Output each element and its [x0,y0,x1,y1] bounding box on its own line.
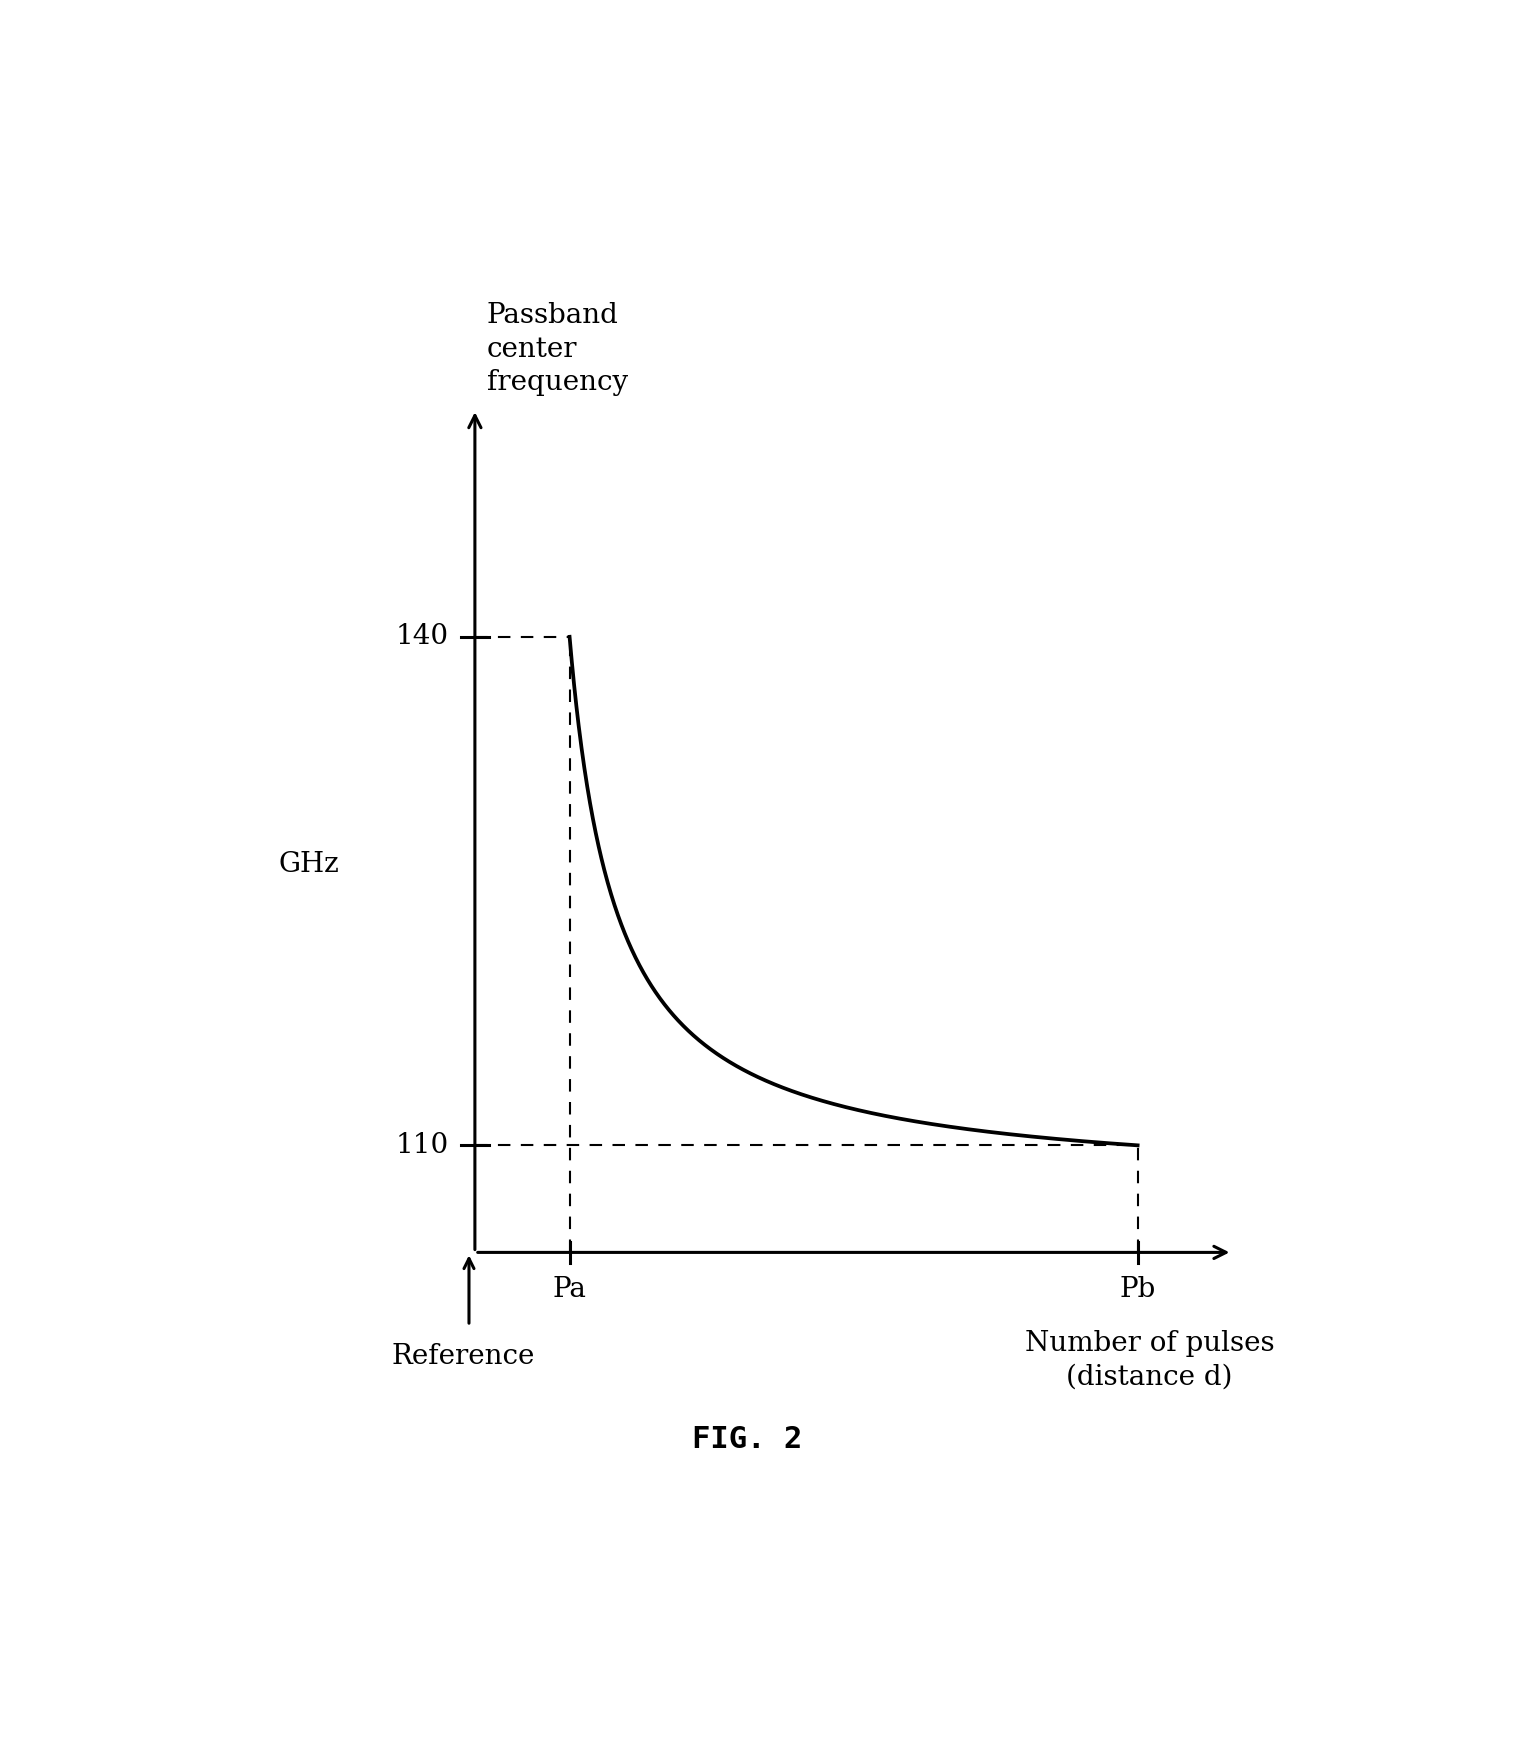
Text: 140: 140 [395,624,449,650]
Text: 110: 110 [395,1131,449,1159]
Text: Number of pulses
(distance d): Number of pulses (distance d) [1025,1330,1274,1390]
Text: FIG. 2: FIG. 2 [692,1425,802,1455]
Text: Pb: Pb [1119,1276,1156,1304]
Text: Passband
center
frequency: Passband center frequency [487,302,628,396]
Text: GHz: GHz [279,852,339,878]
Text: Reference: Reference [391,1343,534,1370]
Text: Pa: Pa [553,1276,586,1304]
